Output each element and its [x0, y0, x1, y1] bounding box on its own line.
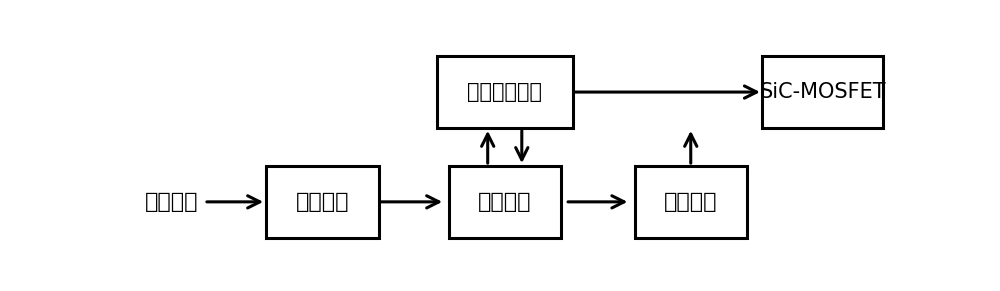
- Text: 电流放大模块: 电流放大模块: [467, 82, 542, 102]
- Bar: [437, 56, 573, 128]
- Bar: [449, 166, 561, 238]
- Text: 隔离电路: 隔离电路: [296, 192, 349, 212]
- Text: SiC-MOSFET: SiC-MOSFET: [759, 82, 886, 102]
- Text: 保护电路: 保护电路: [664, 192, 718, 212]
- Bar: [635, 166, 747, 238]
- Bar: [762, 56, 883, 128]
- Bar: [266, 166, 379, 238]
- Text: 输入信号: 输入信号: [145, 192, 198, 212]
- Text: 逻辑模块: 逻辑模块: [478, 192, 532, 212]
